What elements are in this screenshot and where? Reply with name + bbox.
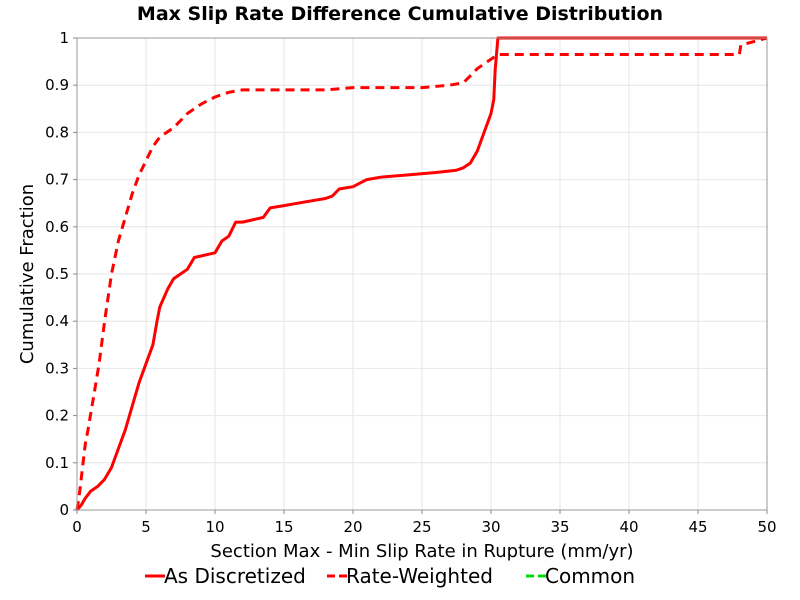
x-tick-label: 5 <box>141 518 151 536</box>
x-tick-label: 35 <box>550 518 569 536</box>
x-tick-label: 45 <box>688 518 707 536</box>
x-tick-label: 10 <box>205 518 224 536</box>
chart-title: Max Slip Rate Difference Cumulative Dist… <box>137 3 663 25</box>
x-axis-label: Section Max - Min Slip Rate in Rupture (… <box>210 541 633 562</box>
tick-labels: 0 5 10 15 20 25 30 35 40 45 50 0 0.1 0.2 0.3 0.4 0.5 0.6 0… <box>45 29 776 536</box>
y-tick-label: 0.4 <box>45 312 69 330</box>
x-tick-label: 20 <box>343 518 362 536</box>
y-tick-label: 0.9 <box>45 76 69 94</box>
legend: As Discretized Rate-Weighted Common <box>145 564 635 588</box>
y-tick-label: 0 <box>59 501 69 519</box>
x-tick-label: 50 <box>757 518 776 536</box>
x-tick-label: 0 <box>72 518 82 536</box>
y-tick-label: 0.7 <box>45 171 69 189</box>
legend-label: Common <box>545 564 635 588</box>
y-tick-label: 0.2 <box>45 407 69 425</box>
y-tick-label: 1 <box>59 29 69 47</box>
y-tick-label: 0.8 <box>45 123 69 141</box>
series-line-as-discretized <box>75 36 767 511</box>
legend-label: As Discretized <box>164 564 306 588</box>
x-tick-label: 30 <box>481 518 500 536</box>
legend-item-common: Common <box>526 564 635 588</box>
y-tick-label: 0.6 <box>45 218 69 236</box>
x-tick-label: 15 <box>274 518 293 536</box>
legend-item-as-discretized: As Discretized <box>145 564 306 588</box>
legend-item-rate-weighted: Rate-Weighted <box>327 564 493 588</box>
x-tick-label: 25 <box>412 518 431 536</box>
x-tick-label: 40 <box>619 518 638 536</box>
series-layer <box>75 36 768 511</box>
legend-label: Rate-Weighted <box>346 564 493 588</box>
y-tick-label: 0.1 <box>45 454 69 472</box>
y-tick-label: 0.3 <box>45 359 69 377</box>
y-axis-label: Cumulative Fraction <box>17 184 38 364</box>
y-tick-label: 0.5 <box>45 265 69 283</box>
series-line-rate-weighted <box>75 36 768 511</box>
